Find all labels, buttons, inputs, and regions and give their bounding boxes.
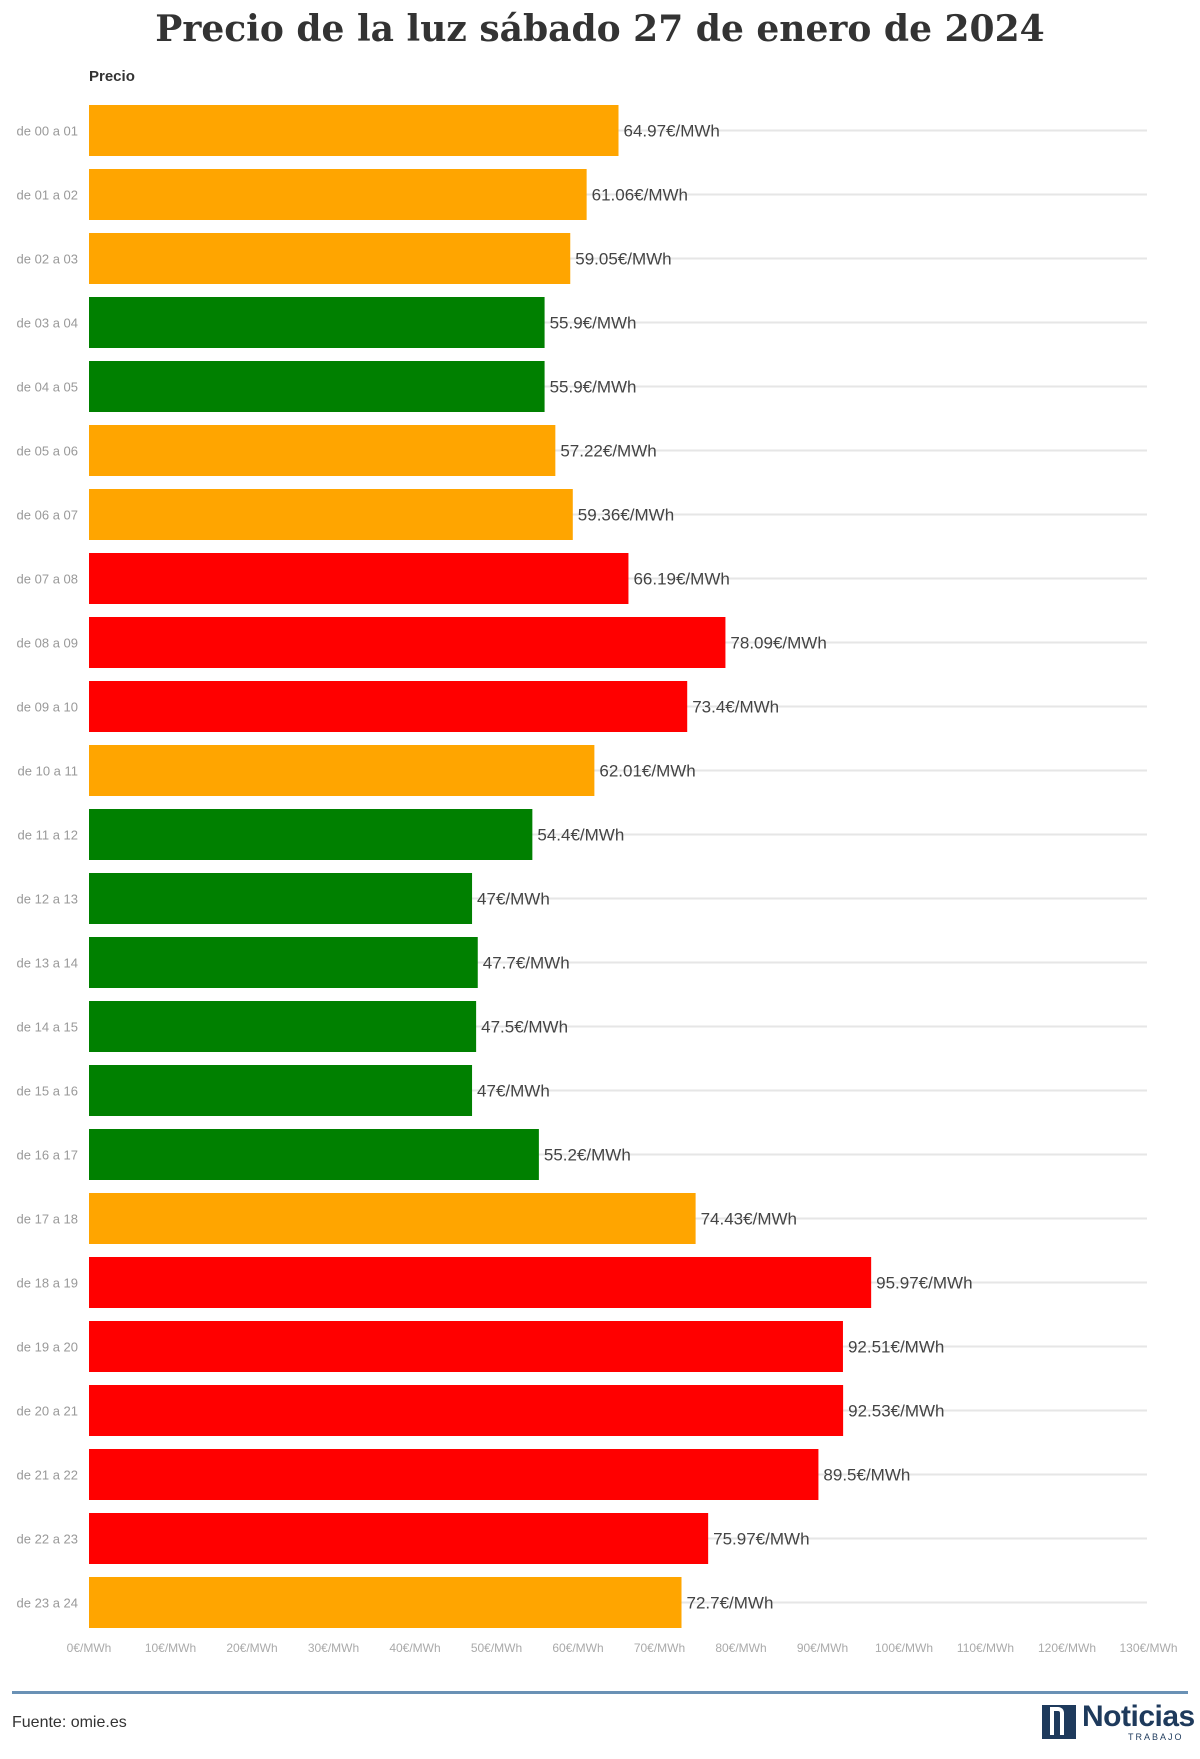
x-tick-label: 60€/MWh [552, 1641, 603, 1655]
value-label: 92.53€/MWh [848, 1402, 944, 1421]
bar [89, 489, 573, 540]
x-tick-label: 110€/MWh [957, 1641, 1014, 1655]
value-label: 47.5€/MWh [481, 1018, 568, 1037]
value-label: 55.2€/MWh [544, 1146, 631, 1165]
bar [89, 937, 478, 988]
category-label: de 21 a 22 [17, 1468, 78, 1483]
value-label: 47€/MWh [477, 1082, 550, 1101]
x-tick-label: 100€/MWh [875, 1641, 933, 1655]
bar [89, 105, 619, 156]
value-label: 59.36€/MWh [578, 506, 674, 525]
category-label: de 06 a 07 [17, 508, 78, 523]
x-tick-label: 70€/MWh [634, 1641, 685, 1655]
bar [89, 1001, 477, 1052]
source-note: Fuente: omie.es [12, 1714, 127, 1731]
value-label: 55.9€/MWh [550, 378, 637, 397]
bar [89, 1577, 682, 1628]
bar [89, 297, 545, 348]
bar [89, 1385, 844, 1436]
value-label: 92.51€/MWh [848, 1338, 944, 1357]
category-label: de 02 a 03 [17, 252, 78, 267]
x-tick-label: 10€/MWh [145, 1641, 196, 1655]
x-tick-label: 50€/MWh [471, 1641, 522, 1655]
bar [89, 1193, 696, 1244]
category-label: de 08 a 09 [17, 636, 78, 651]
category-label: de 09 a 10 [17, 700, 78, 715]
bar [89, 745, 595, 796]
value-label: 47.7€/MWh [483, 954, 570, 973]
value-label: 73.4€/MWh [692, 698, 779, 717]
category-label: de 07 a 08 [17, 572, 78, 587]
category-label: de 23 a 24 [17, 1596, 78, 1611]
value-label: 61.06€/MWh [592, 186, 688, 205]
category-label: de 15 a 16 [17, 1084, 78, 1099]
value-label: 57.22€/MWh [560, 442, 656, 461]
bar [89, 553, 629, 604]
bar [89, 809, 533, 860]
bar [89, 233, 571, 284]
category-label: de 03 a 04 [17, 316, 78, 331]
category-label: de 17 a 18 [17, 1212, 78, 1227]
category-label: de 05 a 06 [17, 444, 78, 459]
chart-title: Precio de la luz sábado 27 de enero de 2… [155, 8, 1045, 50]
x-tick-label: 30€/MWh [308, 1641, 359, 1655]
x-tick-label: 130€/MWh [1119, 1641, 1177, 1655]
x-tick-label: 80€/MWh [715, 1641, 766, 1655]
category-label: de 13 a 14 [17, 956, 78, 971]
x-tick-label: 120€/MWh [1038, 1641, 1096, 1655]
bar [89, 681, 688, 732]
category-label: de 11 a 12 [18, 828, 78, 843]
value-label: 72.7€/MWh [687, 1594, 774, 1613]
value-label: 64.97€/MWh [624, 122, 720, 141]
bar [89, 169, 587, 220]
bar-chart: de 00 a 01 64.97€/MWh de 01 a 02 61.06€/MWh… [17, 105, 1178, 1655]
bar [89, 1065, 473, 1116]
x-tick-label: 90€/MWh [797, 1641, 848, 1655]
category-label: de 00 a 01 [17, 124, 78, 139]
bar [89, 1513, 709, 1564]
value-label: 89.5€/MWh [823, 1466, 910, 1485]
category-label: de 10 a 11 [18, 764, 78, 779]
logo-mark-icon [1042, 1705, 1076, 1739]
column-header: Precio [89, 68, 135, 85]
x-tick-label: 0€/MWh [67, 1641, 112, 1655]
bar [89, 425, 556, 476]
bar [89, 361, 545, 412]
x-tick-label: 20€/MWh [226, 1641, 277, 1655]
value-label: 74.43€/MWh [701, 1210, 797, 1229]
value-label: 55.9€/MWh [550, 314, 637, 333]
value-label: 62.01€/MWh [599, 762, 695, 781]
bar [89, 617, 726, 668]
bar [89, 1449, 819, 1500]
bar [89, 1321, 843, 1372]
category-label: de 14 a 15 [17, 1020, 78, 1035]
bar [89, 1129, 539, 1180]
value-label: 59.05€/MWh [575, 250, 671, 269]
category-label: de 19 a 20 [17, 1340, 78, 1355]
value-label: 75.97€/MWh [713, 1530, 809, 1549]
category-label: de 18 a 19 [17, 1276, 78, 1291]
value-label: 78.09€/MWh [730, 634, 826, 653]
logo-subtext: TRABAJO [1128, 1732, 1184, 1742]
bar [89, 1257, 872, 1308]
footer-divider [12, 1691, 1188, 1694]
category-label: de 16 a 17 [17, 1148, 78, 1163]
bar [89, 873, 473, 924]
category-label: de 22 a 23 [17, 1532, 78, 1547]
value-label: 47€/MWh [477, 890, 550, 909]
value-label: 95.97€/MWh [876, 1274, 972, 1293]
value-label: 54.4€/MWh [537, 826, 624, 845]
publisher-logo: Noticias TRABAJO [1042, 1700, 1195, 1742]
category-label: de 01 a 02 [17, 188, 78, 203]
logo-text: Noticias [1082, 1700, 1195, 1733]
category-label: de 20 a 21 [17, 1404, 78, 1419]
value-label: 66.19€/MWh [633, 570, 729, 589]
category-label: de 12 a 13 [17, 892, 78, 907]
x-tick-label: 40€/MWh [389, 1641, 440, 1655]
category-label: de 04 a 05 [17, 380, 78, 395]
